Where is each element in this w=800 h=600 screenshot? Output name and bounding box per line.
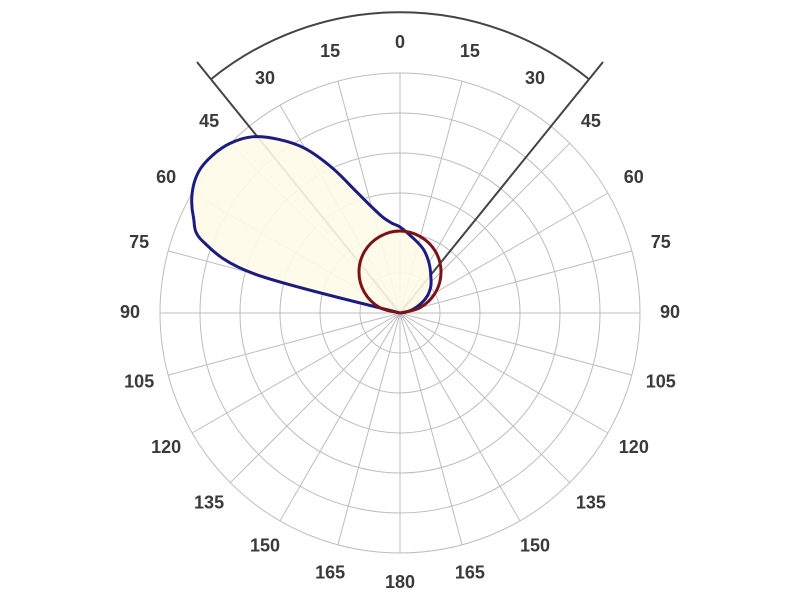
grid-spoke (399, 312, 521, 522)
angle-tick-label: 60 (156, 167, 176, 187)
angle-tick-label: 150 (250, 536, 280, 556)
series-curve (357, 229, 443, 315)
grid-spoke (279, 312, 401, 522)
angle-tick-label: 0 (395, 32, 405, 52)
angle-tick-label: 90 (660, 302, 680, 322)
angle-tick-label: 30 (525, 68, 545, 88)
grid-spoke (399, 312, 609, 434)
angle-tick-label: 75 (129, 232, 149, 252)
beam-arc (210, 11, 590, 80)
grid-spoke (399, 312, 632, 376)
angle-tick-label: 45 (581, 111, 601, 131)
angle-tick-label: 135 (194, 493, 224, 513)
angle-tick-label: 120 (151, 437, 181, 457)
grid-spoke (168, 312, 401, 376)
angle-tick-label: 105 (124, 372, 154, 392)
angle-tick-label: 75 (651, 232, 671, 252)
angle-tick-label: 105 (646, 372, 676, 392)
grid-spoke (229, 312, 401, 484)
beam-line (399, 61, 604, 314)
grid-spoke (399, 312, 463, 545)
angle-tick-label: 60 (624, 167, 644, 187)
grid-spoke (191, 312, 401, 434)
grid-spoke (337, 312, 401, 545)
angle-tick-label: 15 (460, 41, 480, 61)
grid-spoke (399, 250, 632, 314)
angle-tick-label: 45 (199, 111, 219, 131)
grid-spoke (399, 312, 571, 484)
angle-tick-label: 90 (120, 302, 140, 322)
angle-tick-label: 150 (520, 536, 550, 556)
angle-tick-label: 30 (255, 68, 275, 88)
angle-tick-label: 15 (320, 41, 340, 61)
angle-tick-label: 120 (619, 437, 649, 457)
grid-spoke (399, 192, 609, 314)
angle-tick-label: 165 (315, 563, 345, 583)
series-curve (190, 135, 433, 315)
angle-tick-label: 165 (455, 563, 485, 583)
angle-tick-label: 135 (576, 493, 606, 513)
angle-tick-label: 180 (385, 572, 415, 592)
